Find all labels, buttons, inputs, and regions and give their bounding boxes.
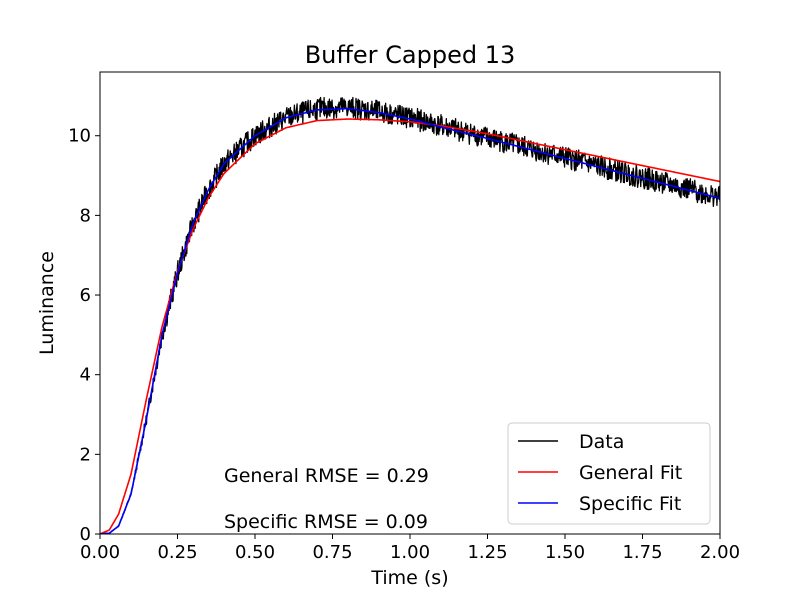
x-tick-label: 0.25 [157, 542, 197, 563]
y-tick-label: 0 [80, 524, 91, 545]
x-tick-label: 1.25 [467, 542, 507, 563]
legend-entry: General Fit [579, 462, 682, 484]
x-tick-label: 0.50 [235, 542, 275, 563]
x-tick-label: 1.75 [622, 542, 662, 563]
series-line-2 [100, 107, 720, 534]
y-tick-label: 2 [80, 444, 91, 465]
chart-title: Buffer Capped 13 [305, 41, 516, 69]
rmse-annotation: General RMSE = 0.29 [224, 465, 429, 487]
series-line-1 [100, 118, 720, 534]
y-tick-label: 4 [80, 365, 91, 386]
legend-entry: Data [579, 431, 624, 453]
x-tick-label: 2.00 [700, 542, 740, 563]
y-tick-label: 8 [80, 205, 91, 226]
x-tick-label: 1.00 [390, 542, 430, 563]
rmse-annotation: Specific RMSE = 0.09 [224, 511, 428, 533]
y-tick-label: 10 [68, 126, 91, 147]
y-axis-label: Luminance [36, 251, 58, 355]
x-tick-label: 1.50 [545, 542, 585, 563]
y-tick-label: 6 [80, 285, 91, 306]
legend-box [507, 422, 711, 525]
x-tick-label: 0.00 [80, 542, 120, 563]
x-axis-label: Time (s) [370, 567, 448, 589]
legend-entry: Specific Fit [579, 493, 681, 515]
legend: Data General Fit Specific Fit [507, 422, 711, 525]
x-tick-label: 0.75 [312, 542, 352, 563]
